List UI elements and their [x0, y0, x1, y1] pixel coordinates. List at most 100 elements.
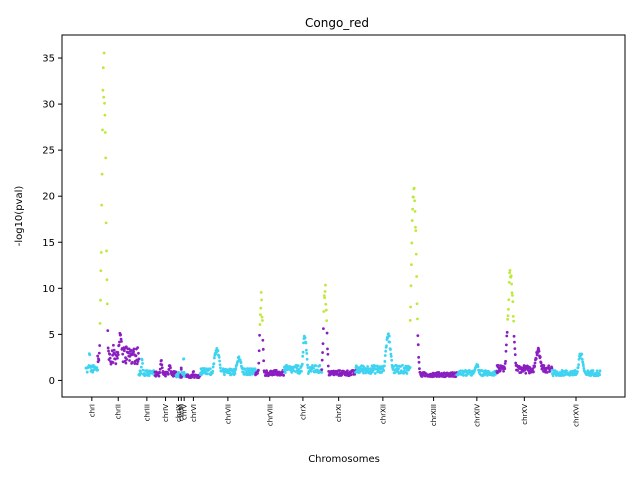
- point: [106, 329, 110, 333]
- point: [236, 359, 240, 363]
- point: [128, 359, 131, 362]
- point: [393, 368, 396, 372]
- point: [322, 327, 325, 331]
- point: [504, 349, 508, 353]
- point: [375, 364, 379, 368]
- x-tick-label-chrIX: chrIX: [175, 404, 183, 422]
- point: [117, 343, 121, 347]
- y-axis-label: -log10(pval): [14, 186, 25, 247]
- point: [384, 349, 388, 353]
- point: [300, 369, 303, 373]
- point: [301, 354, 305, 358]
- point: [211, 365, 215, 369]
- point: [539, 361, 543, 365]
- point: [128, 355, 132, 358]
- point: [182, 370, 186, 374]
- point: [256, 368, 260, 372]
- point: [507, 281, 511, 284]
- point: [390, 358, 394, 362]
- points-chrX: [282, 334, 324, 375]
- x-tick-label-chrXII: chrXII: [379, 404, 387, 424]
- point: [243, 368, 247, 371]
- point: [116, 353, 120, 357]
- point: [147, 374, 151, 378]
- point: [160, 366, 164, 370]
- point: [306, 363, 309, 367]
- point: [580, 352, 584, 356]
- point: [582, 366, 586, 370]
- point: [349, 373, 353, 377]
- point: [112, 343, 115, 347]
- point: [233, 372, 237, 375]
- point: [409, 263, 413, 267]
- point: [101, 128, 104, 132]
- point: [133, 362, 137, 366]
- point: [415, 302, 419, 306]
- point: [103, 101, 106, 105]
- point: [158, 367, 162, 371]
- point: [169, 366, 172, 370]
- point: [283, 371, 287, 374]
- x-tick-label-chrX: chrX: [299, 404, 307, 420]
- point: [533, 361, 537, 365]
- point: [134, 354, 138, 358]
- point: [111, 361, 115, 364]
- point: [103, 131, 107, 134]
- point: [409, 305, 412, 309]
- point: [395, 364, 399, 368]
- point: [309, 369, 313, 373]
- point: [101, 88, 105, 92]
- point: [326, 347, 329, 351]
- point: [192, 370, 196, 373]
- point: [104, 221, 108, 225]
- y-tick-label: 30: [42, 100, 55, 111]
- point: [511, 293, 514, 297]
- point: [160, 363, 164, 367]
- point: [504, 359, 507, 363]
- point: [536, 351, 539, 355]
- point: [116, 356, 119, 360]
- x-tick-label-chrXV: chrXV: [521, 404, 529, 425]
- point: [119, 333, 123, 337]
- points-chrXII: [354, 332, 412, 375]
- point: [397, 367, 400, 371]
- point: [218, 359, 222, 363]
- point: [537, 349, 541, 353]
- point: [304, 341, 308, 345]
- point: [502, 369, 505, 373]
- point: [295, 366, 299, 370]
- y-tick-label: 25: [42, 146, 55, 157]
- point: [547, 364, 551, 368]
- y-axis: 0 5 10 15 20 25 30 35: [42, 54, 62, 387]
- point: [411, 207, 414, 211]
- points-chrIII: [137, 357, 157, 378]
- point: [107, 349, 110, 353]
- point: [259, 306, 263, 310]
- point: [514, 361, 518, 365]
- point: [524, 371, 528, 375]
- point: [137, 357, 141, 361]
- point: [99, 251, 103, 254]
- point: [534, 357, 538, 361]
- point: [99, 298, 102, 302]
- point: [598, 369, 602, 373]
- point: [580, 357, 584, 361]
- y-tick-label: 15: [42, 238, 55, 249]
- point: [100, 172, 104, 176]
- x-tick-label-chrXVI: chrXVI: [572, 404, 580, 427]
- point: [470, 373, 473, 377]
- point: [239, 361, 243, 365]
- point: [577, 363, 581, 367]
- point: [476, 365, 480, 369]
- points-chrXIV: [455, 362, 499, 378]
- point: [504, 343, 508, 347]
- point: [506, 317, 509, 321]
- point: [418, 367, 421, 371]
- point: [101, 66, 105, 70]
- point: [533, 364, 537, 368]
- point: [509, 274, 513, 278]
- points-chrM: [179, 366, 184, 379]
- point: [358, 371, 361, 374]
- chart-title: Congo_red: [305, 16, 369, 30]
- point: [177, 370, 180, 374]
